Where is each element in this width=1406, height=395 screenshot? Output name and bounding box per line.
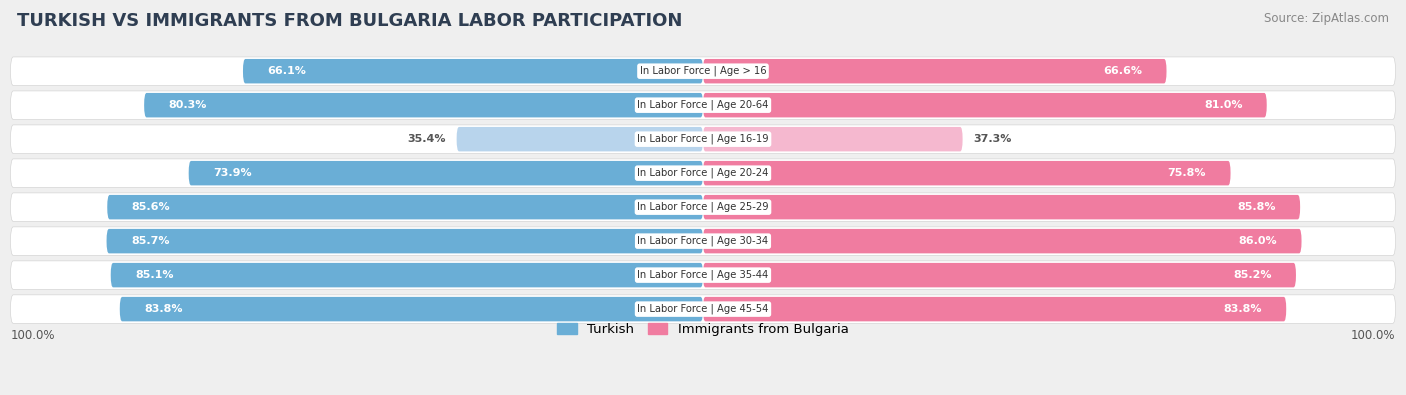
FancyBboxPatch shape: [10, 193, 1396, 222]
Text: 83.8%: 83.8%: [145, 304, 183, 314]
FancyBboxPatch shape: [457, 127, 703, 151]
Text: 86.0%: 86.0%: [1239, 236, 1277, 246]
FancyBboxPatch shape: [703, 263, 1296, 287]
FancyBboxPatch shape: [10, 159, 1396, 188]
FancyBboxPatch shape: [703, 59, 1167, 83]
Text: Source: ZipAtlas.com: Source: ZipAtlas.com: [1264, 12, 1389, 25]
Text: 85.6%: 85.6%: [132, 202, 170, 212]
FancyBboxPatch shape: [703, 297, 1286, 322]
Text: 35.4%: 35.4%: [408, 134, 446, 144]
Text: In Labor Force | Age 16-19: In Labor Force | Age 16-19: [637, 134, 769, 145]
FancyBboxPatch shape: [188, 161, 703, 185]
Text: 75.8%: 75.8%: [1168, 168, 1206, 178]
FancyBboxPatch shape: [10, 261, 1396, 290]
FancyBboxPatch shape: [10, 295, 1396, 324]
Legend: Turkish, Immigrants from Bulgaria: Turkish, Immigrants from Bulgaria: [557, 323, 849, 336]
Text: 83.8%: 83.8%: [1223, 304, 1261, 314]
Text: 100.0%: 100.0%: [10, 329, 55, 342]
FancyBboxPatch shape: [107, 229, 703, 253]
Text: 37.3%: 37.3%: [973, 134, 1011, 144]
Text: In Labor Force | Age 25-29: In Labor Force | Age 25-29: [637, 202, 769, 213]
Text: 66.1%: 66.1%: [267, 66, 307, 76]
Text: TURKISH VS IMMIGRANTS FROM BULGARIA LABOR PARTICIPATION: TURKISH VS IMMIGRANTS FROM BULGARIA LABO…: [17, 12, 682, 30]
FancyBboxPatch shape: [10, 91, 1396, 119]
Text: In Labor Force | Age 30-34: In Labor Force | Age 30-34: [637, 236, 769, 246]
Text: 85.7%: 85.7%: [131, 236, 169, 246]
FancyBboxPatch shape: [703, 161, 1230, 185]
Text: 85.1%: 85.1%: [135, 270, 173, 280]
Text: In Labor Force | Age 35-44: In Labor Force | Age 35-44: [637, 270, 769, 280]
Text: 66.6%: 66.6%: [1104, 66, 1142, 76]
FancyBboxPatch shape: [703, 93, 1267, 117]
FancyBboxPatch shape: [107, 195, 703, 219]
FancyBboxPatch shape: [703, 127, 963, 151]
FancyBboxPatch shape: [703, 229, 1302, 253]
FancyBboxPatch shape: [145, 93, 703, 117]
FancyBboxPatch shape: [243, 59, 703, 83]
Text: 85.2%: 85.2%: [1233, 270, 1271, 280]
Text: 80.3%: 80.3%: [169, 100, 207, 110]
Text: 85.8%: 85.8%: [1237, 202, 1275, 212]
Text: In Labor Force | Age 20-24: In Labor Force | Age 20-24: [637, 168, 769, 179]
Text: 100.0%: 100.0%: [1351, 329, 1396, 342]
Text: In Labor Force | Age 45-54: In Labor Force | Age 45-54: [637, 304, 769, 314]
FancyBboxPatch shape: [10, 57, 1396, 85]
Text: In Labor Force | Age > 16: In Labor Force | Age > 16: [640, 66, 766, 77]
FancyBboxPatch shape: [111, 263, 703, 287]
FancyBboxPatch shape: [10, 227, 1396, 256]
Text: In Labor Force | Age 20-64: In Labor Force | Age 20-64: [637, 100, 769, 111]
Text: 81.0%: 81.0%: [1204, 100, 1243, 110]
Text: 73.9%: 73.9%: [214, 168, 252, 178]
FancyBboxPatch shape: [10, 125, 1396, 153]
FancyBboxPatch shape: [703, 195, 1301, 219]
FancyBboxPatch shape: [120, 297, 703, 322]
